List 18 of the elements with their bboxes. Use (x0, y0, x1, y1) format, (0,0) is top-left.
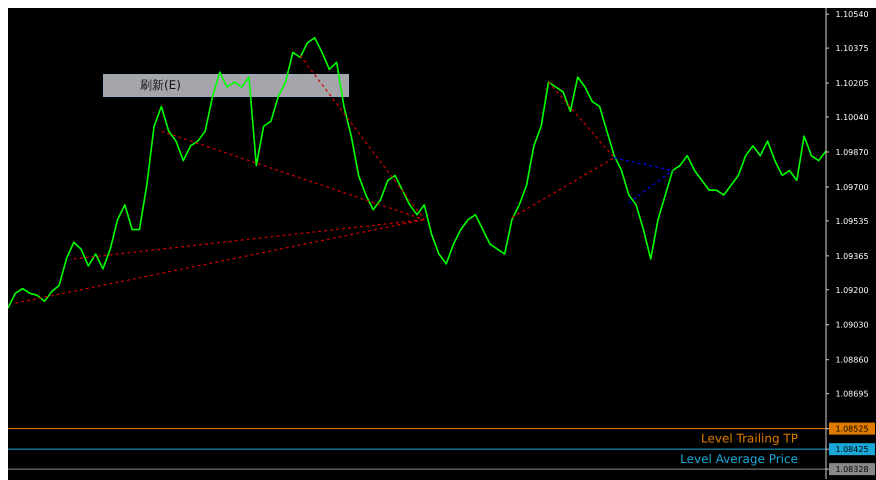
y-tick-label: 1.08328 (835, 465, 869, 474)
y-tick-label: 1.08695 (835, 390, 869, 399)
y-tick-label: 1.09870 (835, 148, 869, 157)
y-tick-label: 1.10540 (835, 10, 869, 20)
y-tick-label: 1.09535 (835, 216, 869, 226)
y-tick-label: 1.09700 (835, 182, 869, 192)
y-tick-label: 1.08525 (835, 424, 869, 434)
y-tick-label: 1.09200 (835, 286, 869, 295)
y-tick-label: 1.08425 (835, 445, 869, 454)
y-tick-label: 1.10375 (835, 44, 869, 54)
ref-line-label: Level Trailing TP (701, 432, 798, 446)
y-tick-label: 1.10205 (835, 79, 869, 88)
ref-line-label: Level Average Price (680, 452, 798, 466)
y-tick-label: 1.09365 (835, 252, 869, 261)
y-tick-label: 1.08860 (835, 356, 869, 365)
context-menu: 刷新(E) (103, 74, 349, 97)
y-tick-label: 1.10040 (835, 113, 869, 122)
y-tick-label: 1.09030 (835, 320, 869, 330)
